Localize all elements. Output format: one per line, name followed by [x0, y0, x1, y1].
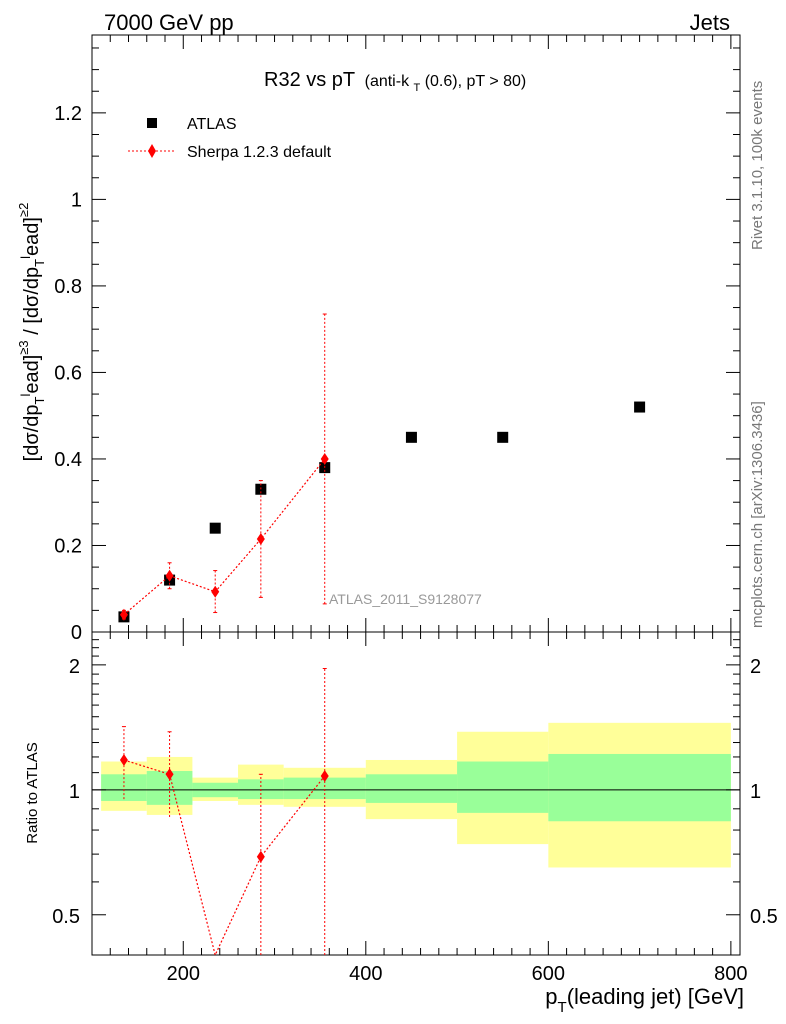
ratio-sherpa-line — [123, 759, 326, 957]
side-text-rivet: Rivet 3.1.10, 100k events — [749, 81, 766, 250]
ratio-y-tick-label-right: 1 — [750, 781, 761, 803]
band-inner — [365, 774, 458, 803]
main-y-axis-label: [dσ/dpTlead]≥3 / [dσ/dpTlead]≥2 — [16, 203, 47, 462]
legend-atlas-marker — [147, 118, 157, 128]
sherpa-point — [211, 585, 220, 598]
ratio-sherpa-point — [256, 850, 265, 863]
ratio-y-axis-label: Ratio to ATLAS — [24, 742, 41, 843]
main-y-tick-label: 0.2 — [54, 535, 82, 557]
atlas-point — [405, 431, 417, 443]
x-tick-label: 200 — [167, 963, 200, 985]
main-y-tick-label: 1.2 — [54, 103, 82, 125]
ratio-y-tick-label-right: 0.5 — [750, 906, 778, 928]
legend-sherpa-label: Sherpa 1.2.3 default — [187, 144, 332, 161]
main-y-tick-label: 0.8 — [54, 276, 82, 298]
x-tick-label: 800 — [714, 963, 747, 985]
ratio-bands — [92, 722, 740, 868]
atlas-point — [209, 522, 221, 534]
legend-atlas-label: ATLAS — [187, 116, 237, 133]
plot-title: R32 vs pT (anti-k T (0.6), pT > 80) — [264, 69, 526, 95]
band-inner — [457, 761, 549, 813]
ratio-sherpa-point — [119, 753, 128, 766]
plot-title-sub-pre: (anti-k — [365, 73, 410, 90]
header-left: 7000 GeV pp — [104, 10, 234, 35]
band-inner — [548, 753, 731, 822]
main-y-tick-label: 0.4 — [54, 449, 82, 471]
ratio-y-tick-label-right: 2 — [750, 656, 761, 678]
ratio-sherpa-point — [165, 768, 174, 781]
x-tick-label: 400 — [349, 963, 382, 985]
x-axis-label: pT(leading jet) [GeV] — [545, 984, 744, 1016]
sherpa-point — [320, 452, 329, 465]
main-y-tick-label: 0.6 — [54, 362, 82, 384]
ratio-plot-frame — [91, 631, 741, 956]
sherpa-point — [119, 608, 128, 621]
main-axis-ticks — [92, 47, 740, 633]
ratio-axis-ticks — [92, 639, 740, 956]
header-right: Jets — [690, 10, 730, 35]
plot-title-main: R32 vs pT — [264, 69, 355, 91]
ratio-y-tick-label: 0.5 — [52, 906, 80, 928]
main-y-tick-label: 0 — [71, 622, 82, 644]
legend-sherpa-marker — [148, 144, 156, 158]
plot-title-sub-sub: T — [414, 82, 421, 94]
analysis-watermark: ATLAS_2011_S9128077 — [329, 591, 482, 607]
atlas-point — [634, 401, 646, 413]
sherpa-point — [256, 532, 265, 545]
ratio-sherpa-point — [320, 769, 329, 782]
ratio-y-tick-label: 1 — [69, 781, 80, 803]
atlas-point — [497, 431, 509, 443]
band-inner — [283, 777, 366, 800]
plot-title-sub-post: (0.6), pT > 80) — [425, 73, 527, 90]
side-text-mcplots: mcplots.cern.ch [arXiv:1306.3436] — [749, 401, 766, 628]
x-axis-ticks — [91, 35, 732, 955]
sherpa-point — [165, 569, 174, 582]
ratio-y-tick-label: 2 — [69, 656, 80, 678]
data-marks — [118, 313, 646, 957]
x-tick-label: 600 — [532, 963, 565, 985]
sherpa-line — [123, 458, 326, 616]
main-y-tick-label: 1 — [71, 189, 82, 211]
tick-labels: 0 0.2 0.4 0.6 0.8 1 1.2 0.5 0.5 1 1 2 2 200 400 600 800 — [52, 103, 778, 985]
